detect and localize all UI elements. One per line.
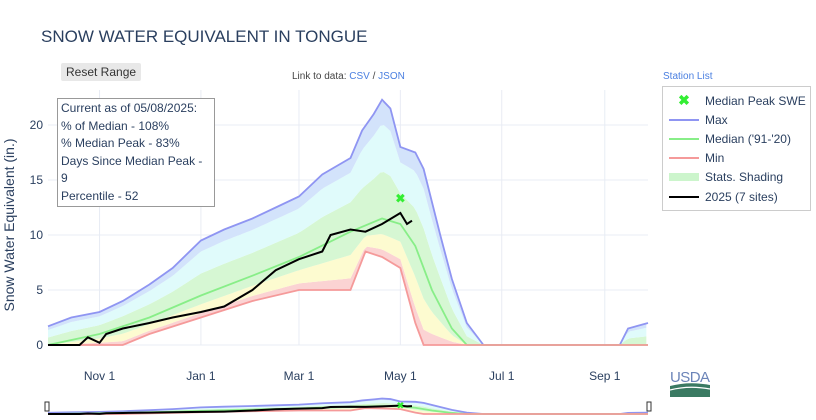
- legend-label: Min: [705, 151, 725, 166]
- info-line: Percentile - 52: [61, 188, 139, 203]
- usda-logo: USDA: [669, 369, 711, 397]
- svg-text:USDA: USDA: [670, 369, 710, 386]
- x-tick-label: May 1: [384, 369, 417, 383]
- rangeslider-max-line: [47, 397, 649, 415]
- current-year-line: [48, 211, 413, 346]
- legend-swatch-icon: [669, 157, 699, 160]
- legend-label: Max: [705, 112, 728, 127]
- y-tick-label: 5: [36, 283, 43, 297]
- legend-swatch-icon: [669, 173, 699, 182]
- legend-swatch-icon: [669, 118, 699, 121]
- x-tick-label: Nov 1: [84, 369, 116, 383]
- x-tick-label: Sep 1: [589, 369, 621, 383]
- legend-label: Median Peak SWE: [705, 93, 806, 108]
- csv-link[interactable]: CSV: [349, 71, 370, 82]
- json-link[interactable]: JSON: [378, 71, 405, 82]
- rangeslider-right-handle[interactable]: [646, 401, 652, 412]
- min-line: [48, 250, 648, 346]
- legend-item[interactable]: Stats. Shading: [663, 168, 810, 187]
- legend-label: Stats. Shading: [705, 170, 784, 185]
- reset-range-button[interactable]: Reset Range: [61, 63, 142, 81]
- info-line: Days Since Median Peak - 9: [61, 153, 203, 186]
- median-line: [47, 217, 648, 346]
- info-line: % Median Peak - 83%: [61, 136, 180, 150]
- legend-item[interactable]: Median ('91-'20): [663, 129, 810, 148]
- info-line: % of Median - 108%: [61, 118, 170, 133]
- current-info-box: Current as of 05/08/2025: % of Median - …: [57, 98, 215, 207]
- stats-band: [48, 234, 647, 345]
- legend-label: 2025 (7 sites): [705, 189, 778, 204]
- stats-band: [48, 171, 647, 345]
- y-tick-label: 10: [30, 228, 44, 242]
- legend-swatch-icon: ✖: [678, 92, 690, 109]
- y-axis-title: Snow Water Equivalent (in.): [1, 139, 17, 312]
- legend-swatch-icon: [669, 195, 699, 198]
- legend: ✖ Median Peak SWE Max Median ('91-'20) Min St…: [662, 86, 811, 212]
- legend-label: Median ('91-'20): [705, 131, 791, 146]
- x-tick-label: Jul 1: [489, 369, 515, 383]
- legend-swatch-icon: [669, 137, 699, 140]
- legend-item[interactable]: ✖ Median Peak SWE: [663, 91, 810, 110]
- station-list-link[interactable]: Station List: [663, 71, 713, 82]
- data-links: Link to data: CSV / JSON: [292, 71, 405, 82]
- rangeslider-left-handle[interactable]: [44, 401, 50, 412]
- rangeslider-current-year-line: [48, 404, 413, 415]
- rangeslider-median-peak-marker: ✖: [397, 401, 405, 411]
- page-title: SNOW WATER EQUIVALENT IN TONGUE: [41, 27, 368, 46]
- info-line: Current as of 05/08/2025:: [61, 101, 198, 115]
- link-prefix: Link to data:: [292, 71, 347, 82]
- legend-item[interactable]: Min: [663, 149, 810, 168]
- link-separator: /: [372, 71, 376, 82]
- max-line: [47, 98, 649, 346]
- x-tick-label: Jan 1: [186, 369, 216, 383]
- y-tick-label: 20: [30, 118, 44, 132]
- x-tick-label: Mar 1: [284, 369, 315, 383]
- legend-item[interactable]: Max: [663, 110, 810, 129]
- y-tick-label: 15: [30, 173, 44, 187]
- y-tick-label: 0: [36, 338, 43, 352]
- legend-item[interactable]: 2025 (7 sites): [663, 187, 810, 206]
- median-peak-marker: ✖: [395, 192, 405, 206]
- rangeslider-stats-band: [48, 406, 647, 414]
